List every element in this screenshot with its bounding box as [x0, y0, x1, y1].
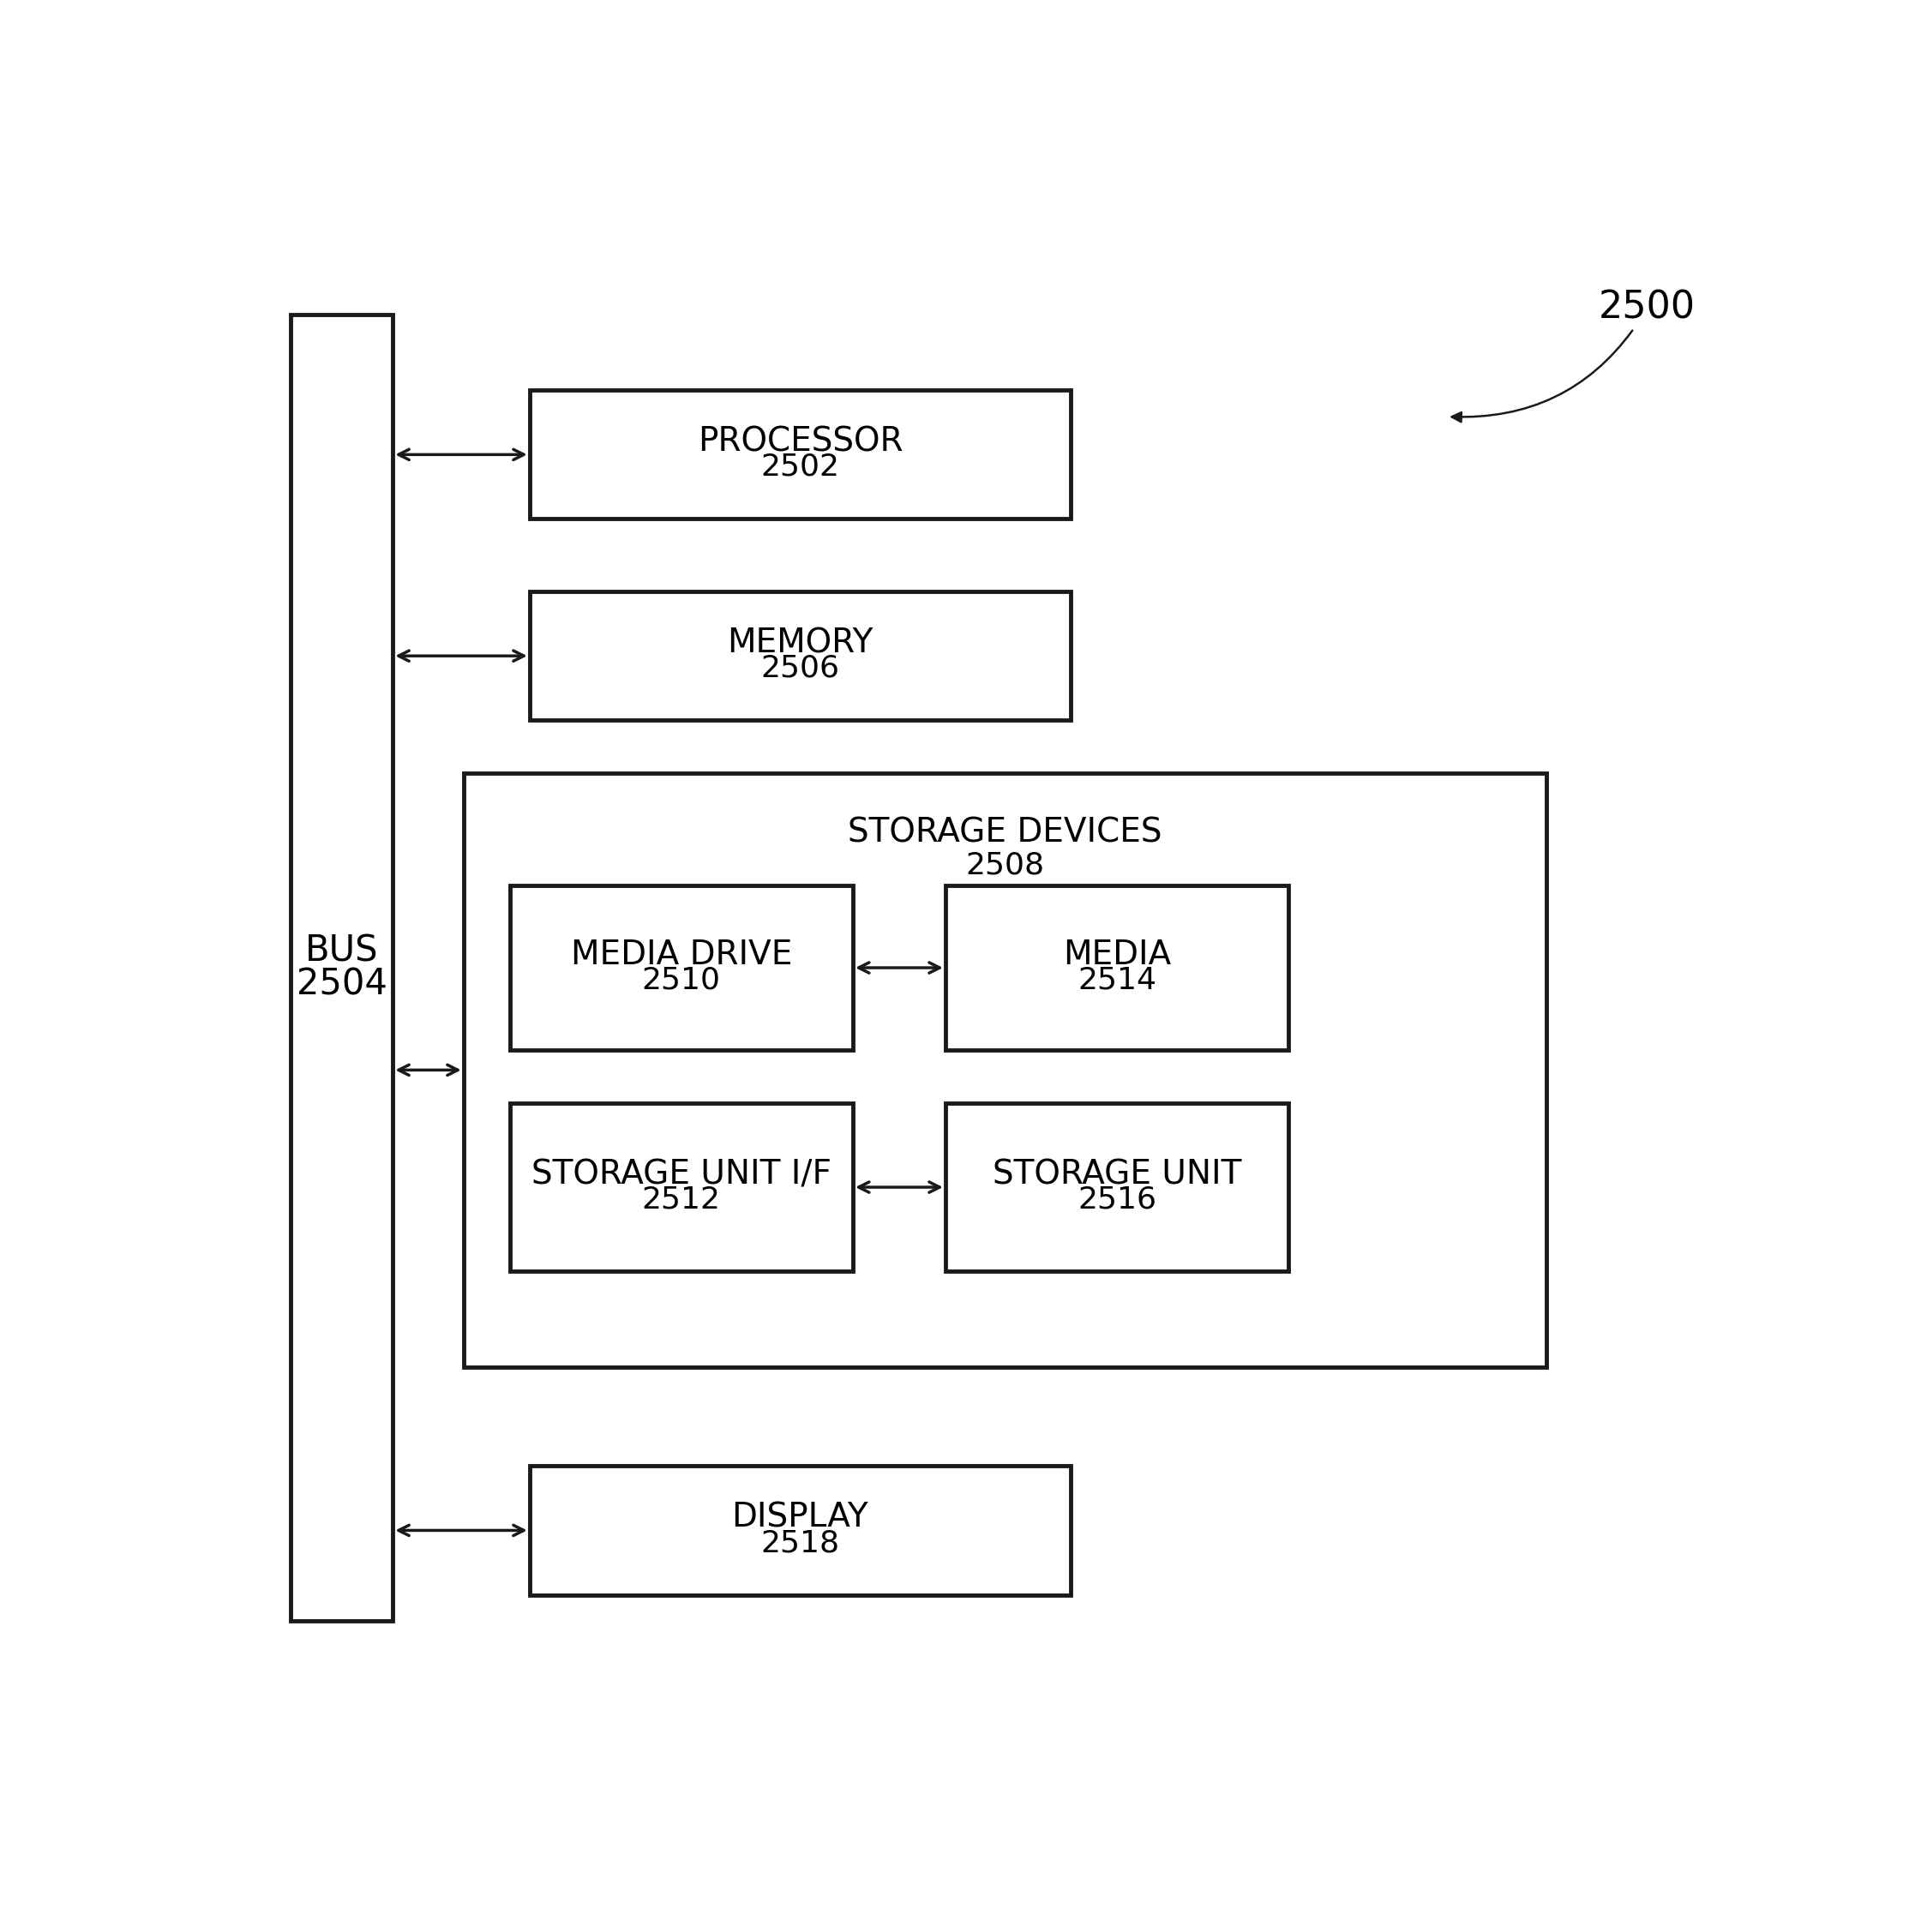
Text: STORAGE DEVICES: STORAGE DEVICES	[848, 815, 1162, 848]
Text: 2508: 2508	[965, 850, 1044, 879]
Text: 2506: 2506	[761, 653, 840, 684]
Bar	[291, 315, 393, 1621]
Text: MEDIA DRIVE: MEDIA DRIVE	[570, 939, 792, 972]
Text: 2510: 2510	[642, 966, 721, 995]
Bar	[530, 390, 1071, 520]
Text: 2516: 2516	[1077, 1184, 1156, 1215]
Bar	[946, 1103, 1289, 1271]
Bar	[511, 885, 854, 1051]
Text: BUS: BUS	[304, 933, 378, 970]
Text: STORAGE UNIT I/F: STORAGE UNIT I/F	[532, 1159, 831, 1190]
Text: 2518: 2518	[761, 1528, 840, 1557]
Text: 2504: 2504	[297, 966, 387, 1003]
Text: STORAGE UNIT: STORAGE UNIT	[992, 1159, 1241, 1190]
Bar	[530, 1466, 1071, 1594]
Bar	[511, 1103, 854, 1271]
Text: MEMORY: MEMORY	[726, 628, 873, 659]
Bar	[464, 773, 1545, 1368]
Text: 2512: 2512	[642, 1184, 721, 1215]
Text: 2502: 2502	[761, 452, 840, 481]
Text: PROCESSOR: PROCESSOR	[698, 425, 902, 458]
Text: 2514: 2514	[1077, 966, 1156, 995]
Text: MEDIA: MEDIA	[1064, 939, 1172, 972]
Bar	[946, 885, 1289, 1051]
Text: DISPLAY: DISPLAY	[732, 1501, 869, 1534]
Bar	[530, 591, 1071, 721]
Text: 2500: 2500	[1451, 290, 1696, 421]
